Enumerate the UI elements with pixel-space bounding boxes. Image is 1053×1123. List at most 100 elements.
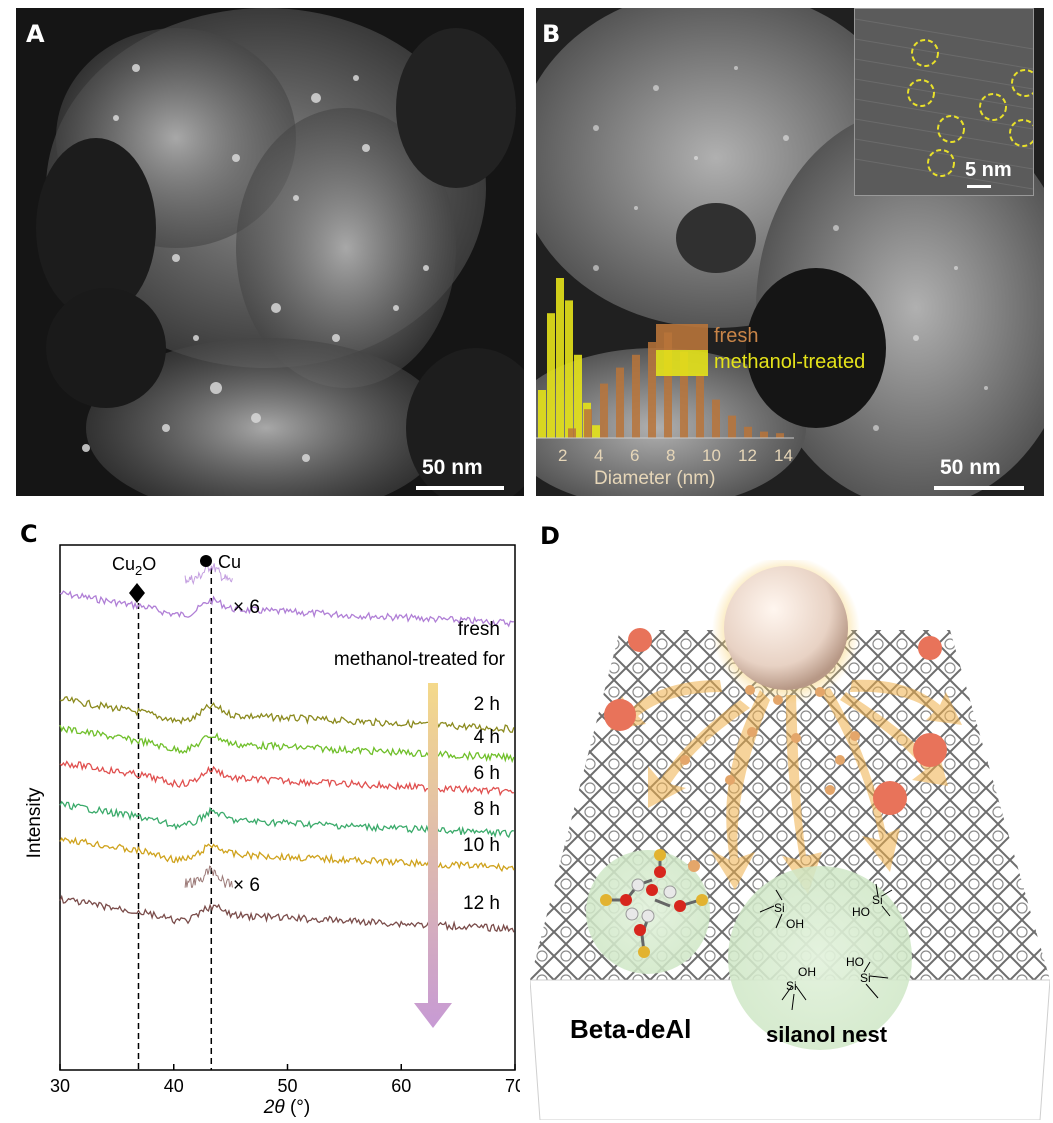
molecular-structure — [600, 849, 708, 958]
inset-particle-circle — [1011, 69, 1033, 97]
histogram-bar-methanol — [556, 278, 564, 438]
panel-a-letter: A — [26, 20, 45, 48]
xrd-zoom-fresh — [184, 563, 233, 586]
histogram-bar-fresh — [728, 415, 736, 438]
time-arrow — [414, 683, 452, 1028]
xrd-series-12-h — [59, 894, 515, 933]
x-tick-label: 30 — [50, 1076, 70, 1096]
histogram-bar-fresh — [696, 374, 704, 438]
histogram-bar-fresh — [616, 367, 624, 438]
histogram-bar-fresh — [760, 431, 768, 438]
inset-particle-circle — [907, 79, 935, 107]
inset-particle-circle — [927, 149, 955, 177]
xrd-series-4-h — [59, 724, 515, 764]
series-label: 10 h — [463, 835, 500, 856]
svg-text:HO: HO — [846, 955, 864, 969]
inset-particle-circle — [979, 93, 1007, 121]
panel-c-letter: C — [20, 520, 38, 548]
silanol-nest-label: silanol nest — [766, 1022, 888, 1047]
series-label: 12 h — [463, 893, 500, 914]
x-tick-label: 50 — [277, 1076, 297, 1096]
svg-text:HO: HO — [852, 905, 870, 919]
svg-text:OH: OH — [798, 965, 816, 979]
cu-label: Cu — [218, 552, 241, 572]
legend-label-methanol: methanol-treated — [714, 351, 866, 373]
histogram-bar-fresh — [744, 426, 752, 438]
histogram-xtick: 4 — [594, 446, 604, 465]
histogram-bar-fresh — [664, 332, 672, 438]
plot-frame — [59, 544, 516, 1071]
histogram-xtick: 6 — [630, 446, 640, 465]
xrd-series-8-h — [59, 800, 514, 839]
silanol-nest-circle — [728, 866, 912, 1050]
cu-marker-icon — [200, 555, 212, 567]
inset-scalebar-label: 5 nm — [965, 159, 1012, 181]
panel-a-scalebar — [416, 486, 504, 490]
histogram-bar-methanol — [565, 300, 573, 438]
xrd-series-fresh — [59, 590, 514, 628]
xrd-series-10-h — [59, 836, 515, 873]
legend-swatch-methanol — [656, 350, 708, 376]
histogram-xlabel: Diameter (nm) — [594, 468, 716, 489]
svg-text:Si: Si — [860, 971, 871, 985]
svg-text:Si: Si — [872, 893, 883, 907]
histogram-bar-fresh — [776, 433, 784, 438]
panel-d-letter: D — [540, 522, 560, 550]
xrd-zoom-12-h — [184, 865, 233, 888]
histogram-xtick: 8 — [666, 446, 676, 465]
panel-b-letter: B — [542, 20, 561, 48]
cu-nanoparticle-sphere — [724, 566, 848, 690]
inset-particle-circle — [937, 115, 965, 143]
panel-b-histogram — [536, 278, 794, 439]
series-label: 8 h — [474, 799, 500, 820]
histogram-bar-fresh — [632, 354, 640, 438]
x-tick-label: 60 — [391, 1076, 411, 1096]
histogram-bar-fresh — [600, 383, 608, 438]
histogram-bar-methanol — [547, 313, 555, 438]
inset-particle-circle — [911, 39, 939, 67]
magnification-label-bottom: × 6 — [233, 875, 260, 896]
panel-b-scalebar — [934, 486, 1024, 490]
x-tick-label: 70 — [505, 1076, 520, 1096]
panel-a-scalebar-label: 50 nm — [422, 456, 483, 479]
cu2o-label: Cu2O — [112, 554, 156, 578]
subtitle-methanol-treated: methanol-treated for — [334, 649, 506, 670]
histogram-bar-fresh — [584, 409, 592, 438]
series-label: 6 h — [474, 763, 500, 784]
cu-clusters — [604, 628, 947, 815]
cu-atoms — [680, 685, 860, 795]
panel-a-micrograph: A 50 nm — [16, 8, 524, 496]
histogram-xtick: 12 — [738, 446, 757, 465]
series-label: 4 h — [474, 727, 500, 748]
histogram-bar-methanol — [538, 390, 546, 438]
histogram-xtick: 10 — [702, 446, 721, 465]
svg-text:OH: OH — [786, 917, 804, 931]
histogram-xtick: 2 — [558, 446, 568, 465]
panel-c-xrd-chart: 30 40 50 60 70 Cu2O Cu × 6 × 6 fresh methano… — [24, 544, 520, 1118]
x-axis-label: 2θ (°) — [263, 1097, 310, 1118]
inset-lattice — [855, 9, 1033, 195]
xrd-series-6-h — [59, 760, 514, 797]
magnification-label-top: × 6 — [233, 597, 260, 618]
inset-scalebar — [967, 185, 991, 188]
silanol-bonds — [759, 883, 893, 1011]
inset-particle-circle — [1009, 119, 1033, 147]
svg-text:Si: Si — [786, 979, 797, 993]
histogram-bar-fresh — [568, 428, 576, 438]
legend-swatch-fresh — [656, 324, 708, 350]
x-tick-label: 40 — [164, 1076, 184, 1096]
panel-b-scalebar-label: 50 nm — [940, 456, 1001, 479]
y-axis-label: Intensity — [24, 787, 45, 858]
histogram-xtick: 14 — [774, 446, 793, 465]
beta-deal-label: Beta-deAl — [570, 1014, 691, 1044]
svg-text:Si: Si — [774, 901, 785, 915]
panel-b-hrtem-inset: 5 nm — [854, 8, 1034, 196]
histogram-bar-methanol — [574, 354, 582, 438]
panel-a-texture — [16, 8, 524, 496]
histogram-bar-fresh — [648, 342, 656, 438]
histogram-bar-methanol — [592, 425, 600, 438]
series-label-fresh: fresh — [458, 619, 500, 640]
legend-label-fresh: fresh — [714, 325, 759, 347]
panel-b-micrograph: B 5 nm Diame — [536, 8, 1044, 496]
